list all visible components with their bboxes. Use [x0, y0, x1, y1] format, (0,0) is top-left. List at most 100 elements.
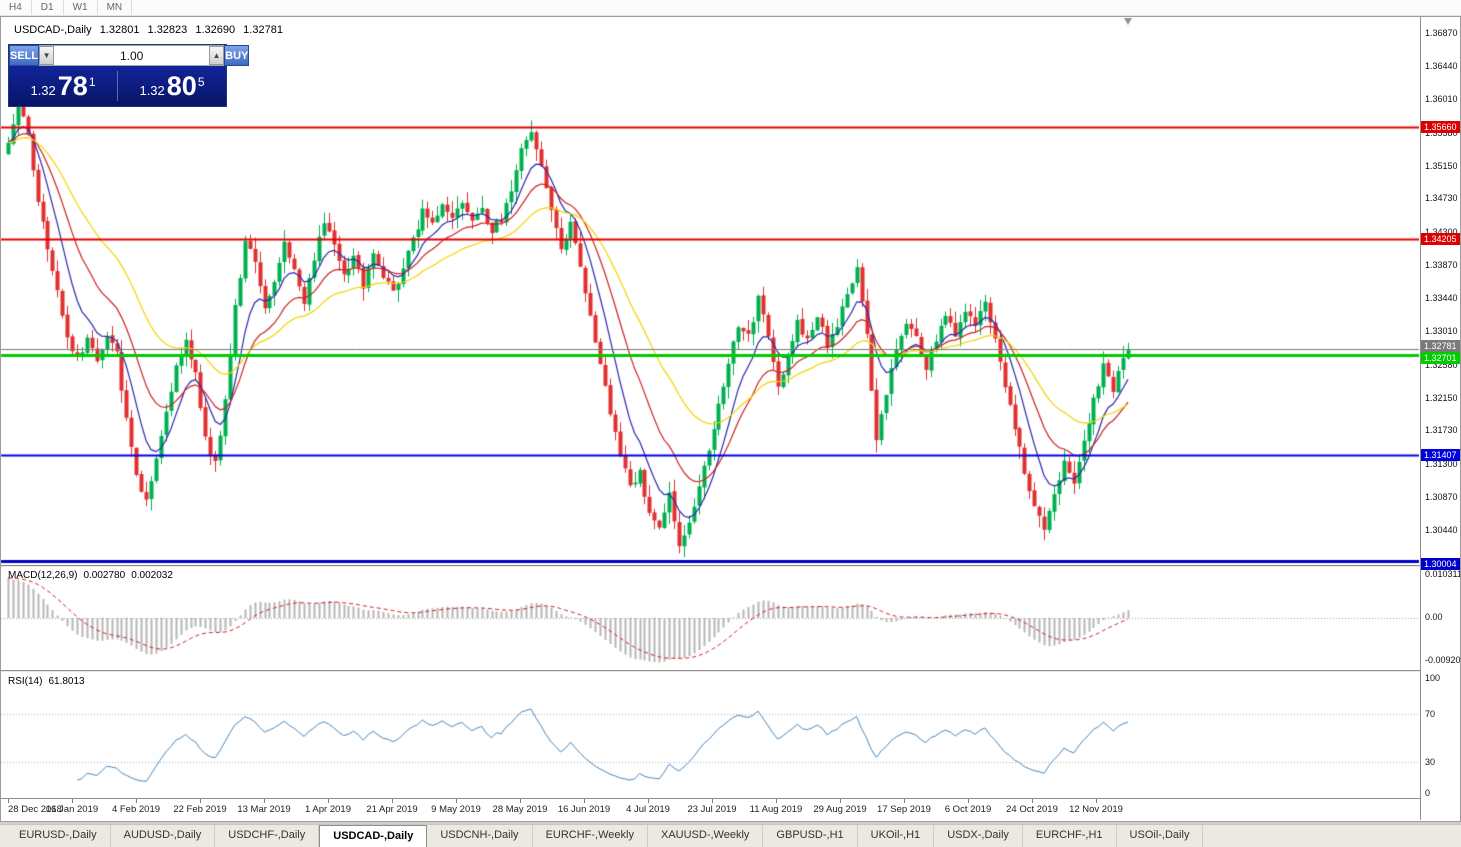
one-click-trading-panel: SELL ▼ ▲ BUY 1.32 78 1 1.32 80 5	[8, 44, 250, 107]
price-tick-label: 1.31730	[1425, 425, 1458, 436]
date-tick	[328, 799, 329, 803]
date-label: 16 Jan 2019	[45, 804, 99, 815]
macd-label: MACD(12,26,9) 0.002780 0.002032	[8, 570, 173, 581]
price-tick-label: 1.34730	[1425, 193, 1458, 204]
date-label: 12 Nov 2019	[1069, 804, 1123, 815]
bottom-gap	[0, 822, 1461, 824]
chart-title: USDCAD-,Daily 1.32801 1.32823 1.32690 1.…	[14, 24, 288, 36]
rsi-axis-100: 100	[1425, 673, 1441, 683]
rsi-axis-30: 30	[1425, 757, 1436, 767]
date-tick	[520, 799, 521, 803]
tab-xauusd-weekly[interactable]: XAUUSD-,Weekly	[648, 825, 764, 847]
date-tick	[584, 799, 585, 803]
date-label: 4 Jul 2019	[626, 804, 670, 815]
tab-ukoil-h1[interactable]: UKOil-,H1	[858, 825, 935, 847]
tab-gbpusd-h1[interactable]: GBPUSD-,H1	[763, 825, 858, 847]
symbol-tab-bar: EURUSD-,Daily AUDUSD-,Daily USDCHF-,Daily U…	[0, 824, 1461, 847]
price-tag: 1.34205	[1421, 232, 1461, 245]
tab-usdchf-daily[interactable]: USDCHF-,Daily	[215, 825, 320, 847]
price-tick-label: 1.33010	[1425, 326, 1458, 337]
date-label: 16 Jun 2019	[557, 804, 611, 815]
date-label: 11 Aug 2019	[749, 804, 803, 815]
price-tick-label: 1.30870	[1425, 491, 1458, 502]
volume-decrease-button[interactable]: ▼	[39, 46, 55, 65]
low-value: 1.32690	[195, 24, 236, 36]
triangle-up-icon: ▲	[212, 50, 221, 60]
date-tick	[648, 799, 649, 803]
date-tick	[200, 799, 201, 803]
price-tick-label: 1.32580	[1425, 359, 1458, 370]
tab-audusd-daily[interactable]: AUDUSD-,Daily	[111, 825, 216, 847]
open-value: 1.32801	[99, 24, 140, 36]
macd-axis-min: -0.009203	[1425, 655, 1461, 665]
one-click-top-row: SELL ▼ ▲ BUY	[9, 45, 250, 66]
date-label: 4 Feb 2019	[111, 804, 161, 815]
date-tick	[968, 799, 969, 803]
timeframe-h4[interactable]: H4	[0, 0, 32, 15]
price-tick-label: 1.31300	[1425, 458, 1458, 469]
date-label: 9 May 2019	[431, 804, 481, 815]
volume-input[interactable]	[54, 46, 210, 65]
rsi-label: RSI(14) 61.8013	[8, 676, 85, 687]
date-label: 21 Apr 2019	[366, 804, 418, 815]
volume-increase-button[interactable]: ▲	[209, 46, 225, 65]
buy-price[interactable]: 1.32 80 5	[139, 71, 205, 101]
symbol-label: USDCAD-,Daily	[14, 24, 92, 36]
price-tick-label: 1.36010	[1425, 94, 1458, 105]
macd-axis-zero: 0.00	[1425, 612, 1443, 622]
tab-usdcad-daily[interactable]: USDCAD-,Daily	[319, 825, 428, 847]
price-tick-label: 1.30440	[1425, 525, 1458, 536]
tab-usoil-daily[interactable]: USOil-,Daily	[1117, 825, 1204, 847]
volume-field: ▼ ▲	[39, 45, 225, 66]
price-tag: 1.30004	[1421, 557, 1461, 570]
date-axis-line	[0, 798, 1420, 799]
tab-eurusd-daily[interactable]: EURUSD-,Daily	[6, 825, 111, 847]
date-tick	[840, 799, 841, 803]
timeframe-toolbar: H4 D1 W1 MN	[0, 0, 1461, 16]
date-tick	[1032, 799, 1033, 803]
tab-usdcnh-daily[interactable]: USDCNH-,Daily	[427, 825, 533, 847]
date-label: 28 Dec 2018	[8, 804, 62, 815]
date-tick	[1096, 799, 1097, 803]
date-axis[interactable]: 28 Dec 2018 16 Jan 2019 4 Feb 2019 22 Feb 2…	[0, 799, 1420, 820]
triangle-down-icon: ▼	[42, 50, 51, 60]
price-tag: 1.35660	[1421, 120, 1461, 133]
timeframe-d1[interactable]: D1	[32, 0, 64, 15]
date-tick	[72, 799, 73, 803]
price-axis[interactable]: 0.010311 0.00 -0.009203 100 70 30 0 1.36…	[1420, 17, 1461, 820]
one-click-price-row: 1.32 78 1 1.32 80 5	[9, 66, 226, 106]
high-value: 1.32823	[147, 24, 188, 36]
timeframe-mn[interactable]: MN	[98, 0, 133, 15]
date-tick	[776, 799, 777, 803]
rsi-panel-separator[interactable]	[0, 670, 1420, 673]
price-tick-label: 1.36870	[1425, 28, 1458, 38]
date-tick	[264, 799, 265, 803]
date-tick	[392, 799, 393, 803]
date-label: 13 Mar 2019	[237, 804, 291, 815]
date-tick	[904, 799, 905, 803]
timeframe-w1[interactable]: W1	[64, 0, 98, 15]
tab-usdx-daily[interactable]: USDX-,Daily	[934, 825, 1023, 847]
date-tick	[456, 799, 457, 803]
sell-price[interactable]: 1.32 78 1	[30, 71, 96, 101]
tab-eurchf-h1[interactable]: EURCHF-,H1	[1023, 825, 1117, 847]
date-label: 17 Sep 2019	[877, 804, 931, 815]
buy-button[interactable]: BUY	[224, 45, 250, 66]
date-label: 22 Feb 2019	[173, 804, 227, 815]
date-label: 1 Apr 2019	[305, 804, 351, 815]
rsi-axis-0: 0	[1425, 788, 1431, 798]
price-tick-label: 1.32150	[1425, 392, 1458, 403]
date-label: 28 May 2019	[492, 804, 548, 815]
close-value: 1.32781	[243, 24, 283, 36]
tab-eurchf-weekly[interactable]: EURCHF-,Weekly	[533, 825, 648, 847]
price-tick-label: 1.34300	[1425, 226, 1458, 237]
sell-button[interactable]: SELL	[9, 45, 40, 66]
date-tick	[8, 799, 9, 803]
date-label: 29 Aug 2019	[813, 804, 867, 815]
price-tag: 1.32701	[1421, 352, 1461, 365]
macd-panel-separator[interactable]	[0, 565, 1420, 568]
date-label: 23 Jul 2019	[687, 804, 737, 815]
date-tick	[712, 799, 713, 803]
